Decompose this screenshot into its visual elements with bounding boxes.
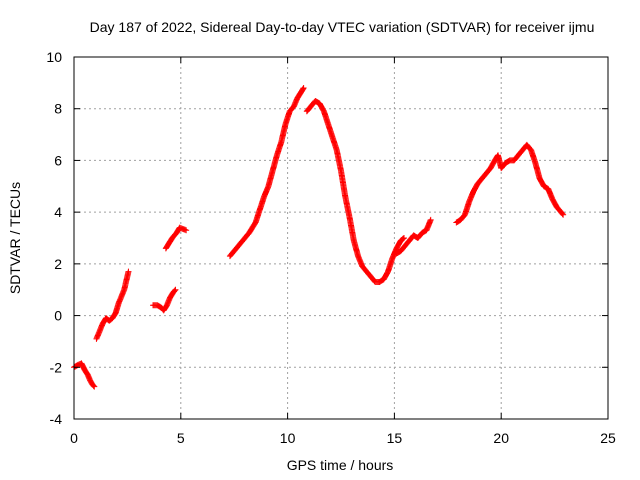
x-tick-label: 20 bbox=[493, 430, 509, 446]
data-point bbox=[427, 216, 434, 223]
data-point bbox=[401, 235, 408, 241]
x-axis-label: GPS time / hours bbox=[287, 457, 394, 473]
data-point bbox=[171, 287, 178, 294]
y-tick-label: 0 bbox=[54, 308, 62, 324]
data-series bbox=[71, 85, 567, 390]
data-point bbox=[300, 85, 307, 92]
y-tick-label: -2 bbox=[50, 359, 63, 375]
y-tick-label: 2 bbox=[54, 256, 62, 272]
y-axis-label: SDTVAR / TECUs bbox=[7, 182, 23, 294]
x-tick-label: 25 bbox=[600, 430, 616, 446]
x-tick-label: 10 bbox=[280, 430, 296, 446]
chart-title: Day 187 of 2022, Sidereal Day-to-day VTE… bbox=[90, 19, 595, 35]
x-tick-label: 0 bbox=[70, 430, 78, 446]
data-point bbox=[559, 210, 566, 217]
data-point bbox=[300, 85, 307, 92]
data-point bbox=[90, 382, 97, 389]
y-tick-label: -4 bbox=[50, 411, 63, 427]
y-tick-label: 4 bbox=[54, 204, 62, 220]
data-point bbox=[560, 211, 567, 218]
data-point bbox=[183, 227, 190, 234]
data-point bbox=[172, 286, 179, 293]
plot-frame bbox=[73, 56, 609, 420]
y-tick-label: 10 bbox=[46, 49, 62, 65]
data-point bbox=[91, 383, 98, 390]
y-tick-label: 6 bbox=[54, 152, 62, 168]
data-point bbox=[125, 268, 132, 275]
y-tick-label: 8 bbox=[54, 101, 62, 117]
x-tick-label: 15 bbox=[387, 430, 403, 446]
data-point bbox=[400, 235, 407, 242]
axis-ticks: 0 5 10 15 20 25 -4 -2 0 2 4 6 8 10 bbox=[46, 49, 616, 446]
x-tick-label: 5 bbox=[177, 430, 185, 446]
